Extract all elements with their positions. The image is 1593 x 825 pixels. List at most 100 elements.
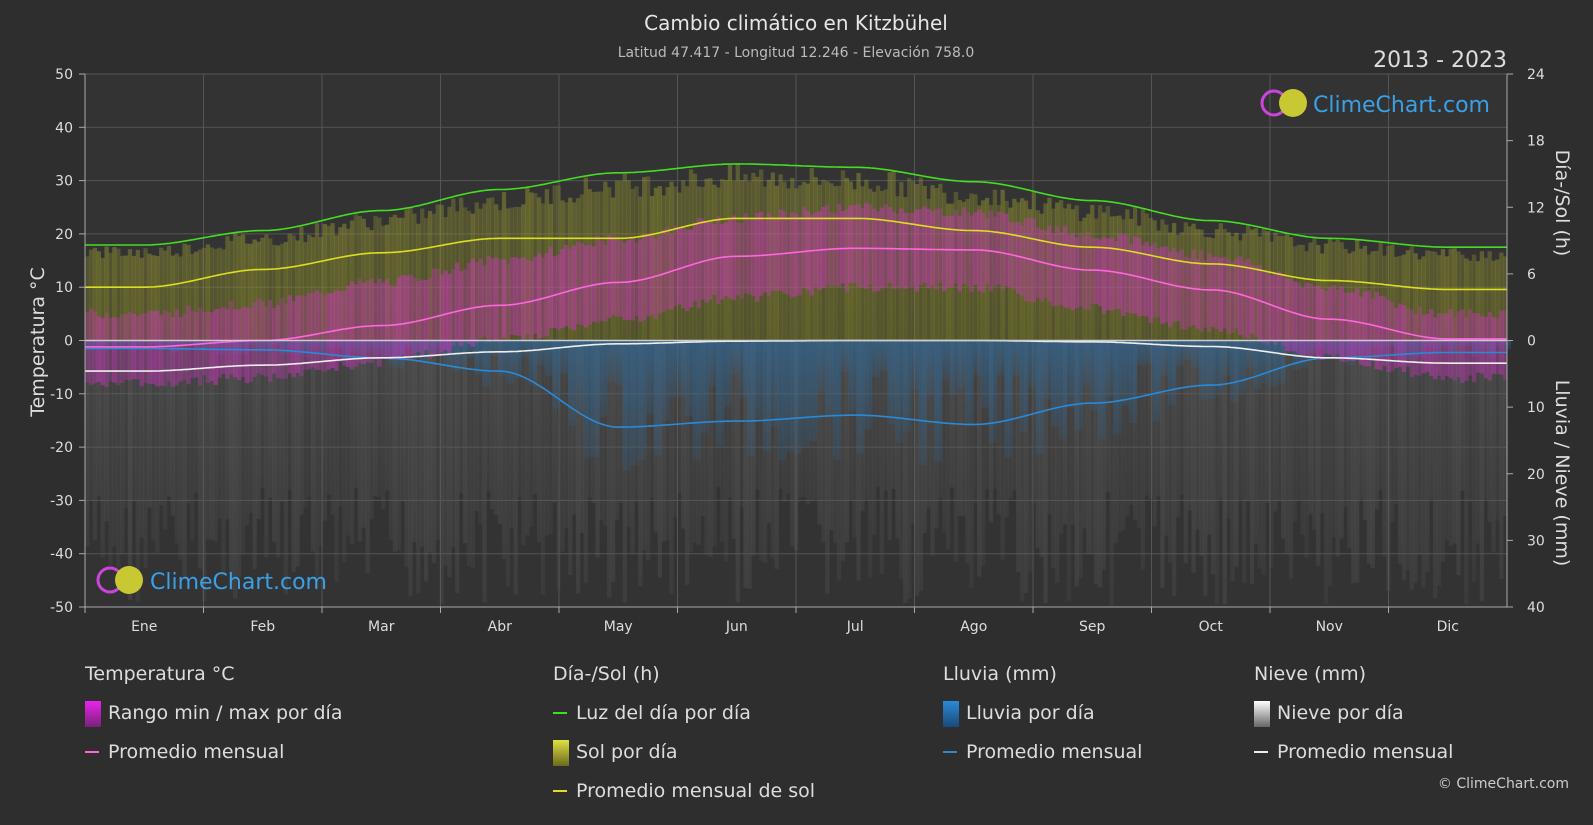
precip-day-bar (610, 340, 616, 582)
sun-day-bar (1281, 235, 1286, 341)
rain-day-bar (833, 340, 841, 460)
temp-range-day-bar (840, 210, 846, 284)
precip-day-bar (1000, 340, 1005, 561)
rain-day-bar (1222, 340, 1231, 377)
sun-day-bar (1144, 213, 1149, 341)
left-tick-label: 0 (64, 334, 73, 350)
sun-day-bar (1358, 248, 1364, 341)
sun-day-bar (427, 210, 433, 341)
sun-day-bar (1487, 251, 1492, 341)
sun-day-bar (420, 208, 425, 341)
sun-day-bar (607, 187, 612, 341)
temp-range-day-bar (1475, 313, 1481, 373)
temp-range-day-bar (891, 211, 896, 289)
sun-day-bar (1043, 203, 1048, 341)
rain-day-bar (809, 340, 818, 442)
sun-day-bar (213, 248, 218, 341)
rain-day-bar (396, 340, 405, 369)
temp-range-day-bar (813, 212, 818, 287)
precip-day-bar (283, 340, 288, 595)
sun-day-bar (291, 235, 296, 341)
rain-day-bar (677, 340, 685, 397)
sun-day-bar (1460, 254, 1465, 341)
sun-day-bar (1448, 248, 1453, 341)
sun-day-bar (299, 226, 304, 341)
sun-day-bar (1452, 248, 1457, 341)
precip-day-bar (217, 340, 222, 519)
precip-day-bar (844, 340, 849, 543)
precip-day-bar (494, 340, 499, 515)
precip-day-bar (470, 340, 475, 569)
sun-day-bar (353, 214, 359, 341)
precip-day-bar (1097, 340, 1103, 588)
temp-range-day-bar (174, 309, 179, 386)
temp-range-day-bar (494, 257, 499, 342)
rain-day-bar (529, 340, 537, 387)
temp-range-day-bar (1000, 212, 1005, 290)
precip-day-bar (1316, 340, 1321, 566)
temp-range-day-bar (552, 256, 557, 328)
sun-day-bar (182, 243, 187, 341)
sun-day-bar (229, 240, 234, 341)
rain-day-bar (1245, 340, 1254, 368)
sun-day-bar (443, 217, 448, 341)
sun-day-bar (1304, 251, 1309, 341)
rain-day-bar (1323, 340, 1332, 360)
sun-day-bar (408, 207, 413, 341)
precip-day-bar (1203, 340, 1208, 596)
sun-day-bar (268, 238, 273, 341)
rain-day-bar (1284, 340, 1293, 354)
precip-day-bar (704, 340, 709, 556)
temp-range-day-bar (743, 212, 748, 294)
precip-day-bar (743, 340, 748, 588)
left-tick-label: -30 (50, 493, 73, 509)
temp-range-day-bar (412, 277, 417, 355)
temp-range-day-bar (509, 257, 514, 335)
rain-day-bar (451, 340, 459, 372)
rain-day-bar (988, 340, 997, 443)
rain-day-bar (879, 340, 888, 372)
rain-day-bar (178, 340, 187, 349)
sun-day-bar (1479, 251, 1485, 341)
precip-day-bar (486, 340, 491, 492)
temp-range-day-bar (1362, 291, 1368, 367)
temp-range-day-bar (1242, 261, 1247, 338)
sun-day-bar (104, 246, 109, 341)
sun-day-bar (96, 251, 101, 341)
temp-range-day-bar (1432, 317, 1438, 380)
precip-day-bar (455, 340, 460, 593)
chart-subtitle: Latitud 47.417 - Longitud 12.246 - Eleva… (618, 45, 975, 61)
temp-range-day-bar (392, 286, 398, 360)
temp-range-day-bar (1503, 310, 1508, 380)
temp-range-day-bar (213, 309, 218, 385)
sun-day-bar (930, 185, 935, 341)
sun-day-bar (1074, 205, 1079, 341)
temp-range-day-bar (451, 268, 456, 346)
sun-day-bar (790, 177, 795, 341)
rain-day-bar (614, 340, 623, 386)
temp-range-day-bar (735, 222, 740, 296)
sun-day-bar (661, 195, 666, 341)
precip-day-bar (104, 340, 109, 522)
rain-day-bar (162, 340, 171, 347)
temp-range-day-bar (1199, 249, 1204, 332)
temp-range-day-bar (852, 205, 857, 284)
temp-range-day-bar (716, 216, 721, 305)
legend: Temperatura °C Rango min / max por día P… (0, 662, 1593, 812)
precip-day-bar (423, 340, 429, 582)
sun-day-bar (1273, 232, 1278, 341)
sun-day-bar (836, 185, 842, 341)
rain-day-bar (1012, 340, 1021, 377)
sun-day-bar (1136, 225, 1142, 341)
rain-day-bar (513, 340, 522, 378)
rain-day-bar (217, 340, 226, 355)
sun-day-bar (914, 184, 920, 341)
precip-day-bar (310, 340, 316, 552)
temp-range-day-bar (1339, 286, 1344, 362)
sun-day-bar (1062, 208, 1068, 341)
temp-range-day-bar (1487, 311, 1492, 381)
precip-day-bar (260, 340, 265, 488)
sun-day-bar (599, 191, 604, 341)
sun-day-bar (794, 188, 799, 341)
precip-day-bar (264, 340, 269, 558)
